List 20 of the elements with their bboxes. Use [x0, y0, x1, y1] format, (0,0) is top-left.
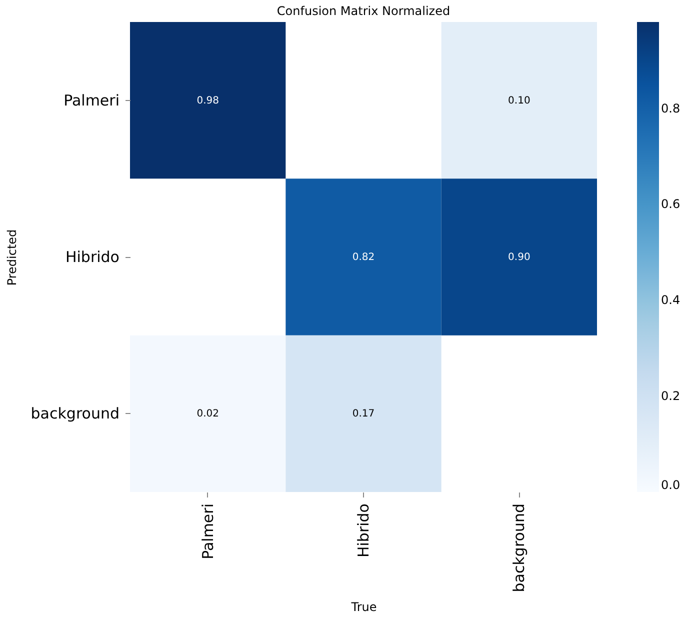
color-bar-label: 0.2	[661, 389, 680, 404]
y-tick-label: background	[30, 404, 120, 423]
x-axis-title: True	[350, 600, 377, 614]
y-tick-label: Hibrido	[65, 248, 120, 266]
y-axis-title: Predicted	[4, 229, 19, 286]
y-tick-label: Palmeri	[64, 91, 120, 110]
data-label: 0.10	[508, 95, 530, 106]
data-label: 0.17	[352, 408, 375, 420]
color-bar-label: 0.6	[661, 197, 680, 212]
color-bar-label: 0.8	[661, 101, 680, 116]
x-tick-label: Hibrido	[354, 504, 372, 558]
data-label: 0.98	[196, 95, 219, 106]
x-tick-label: Palmeri	[198, 504, 217, 560]
color-bar-label: 0.0	[661, 478, 680, 492]
chart-title: Confusion Matrix Normalized	[276, 4, 450, 18]
x-tick-label: background	[510, 504, 528, 592]
color-bar-label: 0.4	[661, 293, 680, 308]
data-label: 0.90	[508, 252, 530, 263]
data-label: 0.02	[196, 408, 219, 420]
data-label: 0.82	[352, 252, 375, 263]
